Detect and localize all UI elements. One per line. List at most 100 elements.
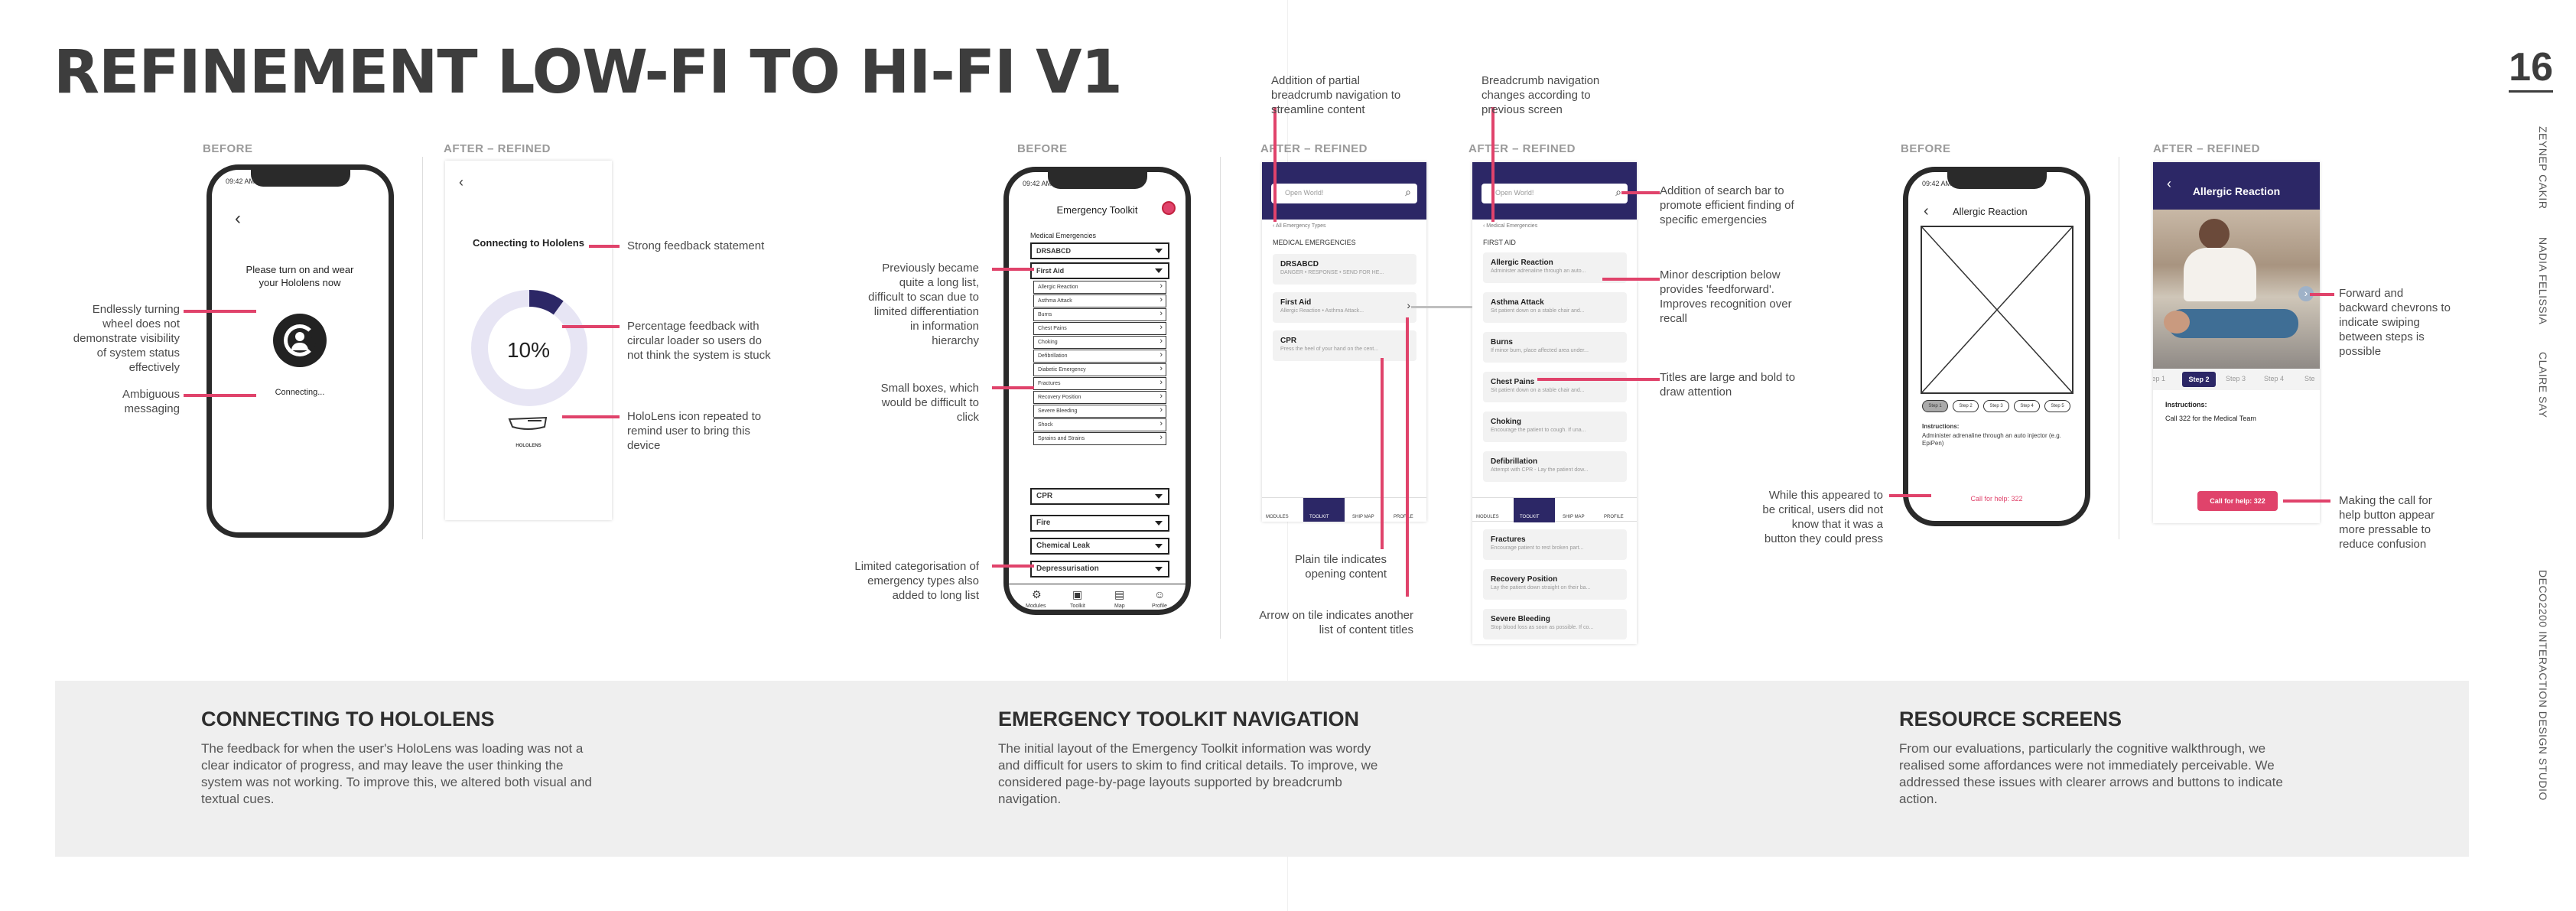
hololens-icon (508, 416, 548, 430)
tile[interactable]: Chest Pains Sit patient down on a stable … (1483, 372, 1627, 402)
note-search-bar: Addition of search bar to promote effici… (1660, 184, 1794, 226)
sub-item[interactable]: Burns (1033, 308, 1166, 321)
chevron-right-icon: › (1407, 299, 1410, 311)
author-name: CLAIRE SAY (2537, 352, 2549, 418)
step-tab-active[interactable]: Step 2 (2182, 372, 2216, 387)
nav-label[interactable]: MODULES (1266, 515, 1289, 519)
tile[interactable]: Fractures Encourage patient to rest broke… (1483, 529, 1627, 560)
tile[interactable]: Allergic Reaction Administer adrenaline t… (1483, 252, 1627, 283)
step-tab[interactable]: Step 1 (2153, 375, 2166, 382)
bottom-nav: MODULES TOOLKIT SHIP MAP PROFILE (1472, 497, 1637, 522)
loading-wheel-icon (273, 314, 327, 367)
step-pill[interactable]: Step 5 (2044, 400, 2070, 412)
tile[interactable]: Burns If minor burn, place affected area … (1483, 332, 1627, 363)
image-placeholder (1921, 226, 2073, 394)
nav-label: Modules (1026, 604, 1046, 609)
nav-label: Profile (1152, 604, 1167, 609)
map-icon[interactable]: ▤ (1114, 588, 1125, 600)
sub-item[interactable]: Defibrillation (1033, 350, 1166, 363)
note-feedback-statement: Strong feedback statement (627, 239, 765, 252)
note-arrow-tile: Arrow on tile indicates another list of … (1259, 609, 1413, 636)
course-name: DECO2200 INTERACTION DESIGN STUDIO (2537, 570, 2549, 801)
step-tab[interactable]: Ste (2304, 375, 2315, 382)
sub-item[interactable]: Sprains and Strains (1033, 432, 1166, 445)
nav-label[interactable]: TOOLKIT (1309, 515, 1329, 519)
instructions-heading: Instructions: (2165, 401, 2207, 408)
back-chevron-icon[interactable]: ‹ (235, 208, 241, 229)
modules-icon[interactable]: ⚙ (1032, 588, 1042, 600)
step-tab[interactable]: Step 3 (2226, 375, 2246, 382)
search-icon: ⌕ (1405, 186, 1411, 198)
sub-item[interactable]: Fractures (1033, 377, 1166, 390)
breadcrumb[interactable]: ‹ All Emergency Types (1273, 223, 1326, 229)
note-small-boxes: Small boxes, which would be difficult to… (880, 382, 979, 424)
step-tab[interactable]: Step 4 (2264, 375, 2285, 382)
list-item[interactable]: DRSABCD (1030, 242, 1169, 259)
sub-item[interactable]: Shock (1033, 418, 1166, 431)
list-item[interactable]: Fire (1030, 515, 1169, 532)
chevron-right-icon[interactable]: › (2298, 286, 2314, 301)
tile[interactable]: Severe Bleeding Stop blood loss as soon a… (1483, 609, 1627, 639)
step-pill[interactable]: Step 2 (1953, 400, 1979, 412)
sub-item[interactable]: Allergic Reaction (1033, 281, 1166, 294)
search-input[interactable]: Open World! ⌕ (1271, 184, 1417, 203)
step-pill[interactable]: Step 3 (1983, 400, 2009, 412)
note-hololens-icon: HoloLens icon repeated to remind user to… (627, 410, 762, 452)
nav-label[interactable]: MODULES (1476, 515, 1499, 519)
section-label: FIRST AID (1483, 239, 1516, 246)
tile-cpr[interactable]: CPR Press the heel of your hand on the ce… (1273, 330, 1416, 361)
nav-label[interactable]: PROFILE (1604, 515, 1624, 519)
nav-label[interactable]: SHIP MAP (1352, 515, 1374, 519)
note-call-help-before: While this appeared to be critical, user… (1762, 489, 1883, 545)
back-chevron-icon[interactable]: ‹ (459, 174, 463, 190)
call-help-button[interactable]: Call for help: 322 (2197, 491, 2278, 511)
summary-text: From our evaluations, particularly the c… (1899, 741, 2283, 806)
sub-item[interactable]: Severe Bleeding (1033, 405, 1166, 418)
breadcrumb[interactable]: ‹ Medical Emergencies (1483, 223, 1538, 229)
author-name: ZEYNEP CAKIR (2537, 126, 2549, 210)
list-item[interactable]: Depressurisation (1030, 561, 1169, 578)
list-item[interactable]: Chemical Leak (1030, 538, 1169, 555)
page-number: 16 (2509, 44, 2553, 93)
before-label: BEFORE (1901, 142, 1951, 155)
back-chevron-icon[interactable]: ‹ (1924, 203, 1929, 220)
step-pill[interactable]: Step 4 (2014, 400, 2040, 412)
nav-label[interactable]: PROFILE (1394, 515, 1413, 519)
after-label: AFTER – REFINED (1260, 142, 1368, 155)
sub-item[interactable]: Diabetic Emergency (1033, 363, 1166, 376)
note-call-help-after: Making the call for help button appear m… (2339, 494, 2435, 551)
after-label: AFTER – REFINED (2153, 142, 2261, 155)
toolkit-icon[interactable]: ▣ (1072, 588, 1083, 600)
tile[interactable]: Defibrillation Attempt with CPR - Lay the… (1483, 451, 1627, 482)
sub-item[interactable]: Asthma Attack (1033, 294, 1166, 307)
alert-icon[interactable] (1162, 201, 1176, 215)
list-item[interactable]: CPR (1030, 488, 1169, 505)
list-item[interactable]: First Aid (1030, 262, 1169, 279)
tile[interactable]: Asthma Attack Sit patient down on a stabl… (1483, 292, 1627, 323)
hololens-brand: HOLOLENS (516, 444, 542, 448)
step-pill[interactable]: Step 1 (1922, 400, 1948, 412)
tile-drsabcd[interactable]: DRSABCD DANGER • RESPONSE • SEND FOR HE..… (1273, 254, 1416, 285)
back-chevron-icon[interactable]: ‹ (2167, 176, 2171, 191)
nav-label[interactable]: SHIP MAP (1563, 515, 1585, 519)
sub-item[interactable]: Chest Pains (1033, 322, 1166, 335)
before-label: BEFORE (1017, 142, 1068, 155)
note-long-list: Previously became quite a long list, dif… (868, 262, 979, 347)
note-breadcrumb-changes: Breadcrumb navigation changes according … (1482, 74, 1600, 116)
tile[interactable]: Choking Encourage the patient to cough. I… (1483, 412, 1627, 442)
sub-item[interactable]: Choking (1033, 336, 1166, 349)
search-input[interactable]: Open World! ⌕ (1482, 184, 1628, 203)
tile-first-aid[interactable]: First Aid Allergic Reaction • Asthma Atta… (1273, 292, 1416, 323)
bottom-nav: MODULES TOOLKIT SHIP MAP PROFILE (1262, 497, 1426, 522)
tile[interactable]: Recovery Position Lay the patient down st… (1483, 569, 1627, 600)
nav-label[interactable]: TOOLKIT (1520, 515, 1540, 519)
profile-icon[interactable]: ☺ (1154, 588, 1166, 600)
sub-item[interactable]: Recovery Position (1033, 391, 1166, 404)
call-help-text[interactable]: Call for help: 322 (1970, 495, 2023, 503)
note-loading-wheel: Endlessly turning wheel does not demonst… (73, 303, 180, 374)
status-time: 09:42 AM (226, 177, 255, 185)
screen-after-hololens: ‹ Connecting to Hololens 10% HOLOLENS (445, 161, 612, 520)
progress-percent: 10% (506, 338, 551, 362)
summary-text: The initial layout of the Emergency Tool… (998, 741, 1378, 806)
note-plain-tile: Plain tile indicates opening content (1294, 553, 1387, 581)
